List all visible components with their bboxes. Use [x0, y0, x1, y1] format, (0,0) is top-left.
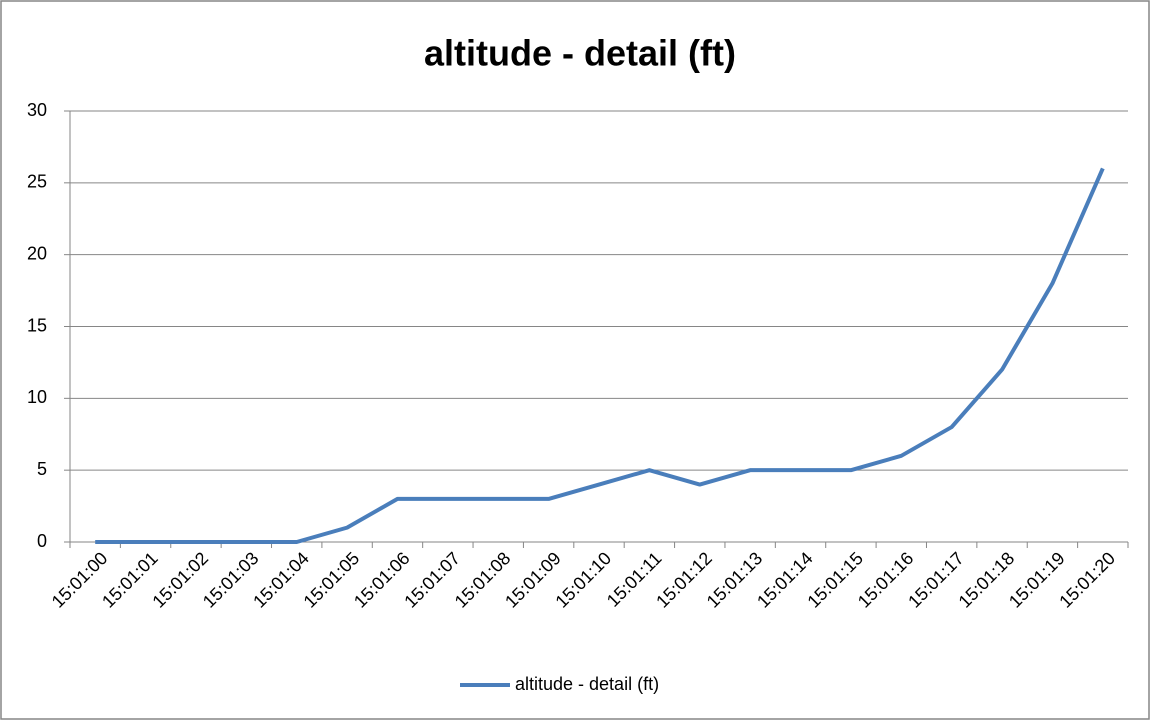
y-tick-label: 25 — [27, 172, 47, 192]
y-tick-label: 15 — [27, 315, 47, 335]
y-tick-label: 0 — [37, 531, 47, 551]
y-tick-label: 30 — [27, 100, 47, 120]
line-series — [95, 167, 1105, 544]
chart-title: altitude - detail (ft) — [424, 33, 736, 74]
y-tick-label: 5 — [37, 459, 47, 479]
y-tick-label: 20 — [27, 243, 47, 263]
y-tick-label: 10 — [27, 387, 47, 407]
legend-label: altitude - detail (ft) — [515, 674, 659, 694]
